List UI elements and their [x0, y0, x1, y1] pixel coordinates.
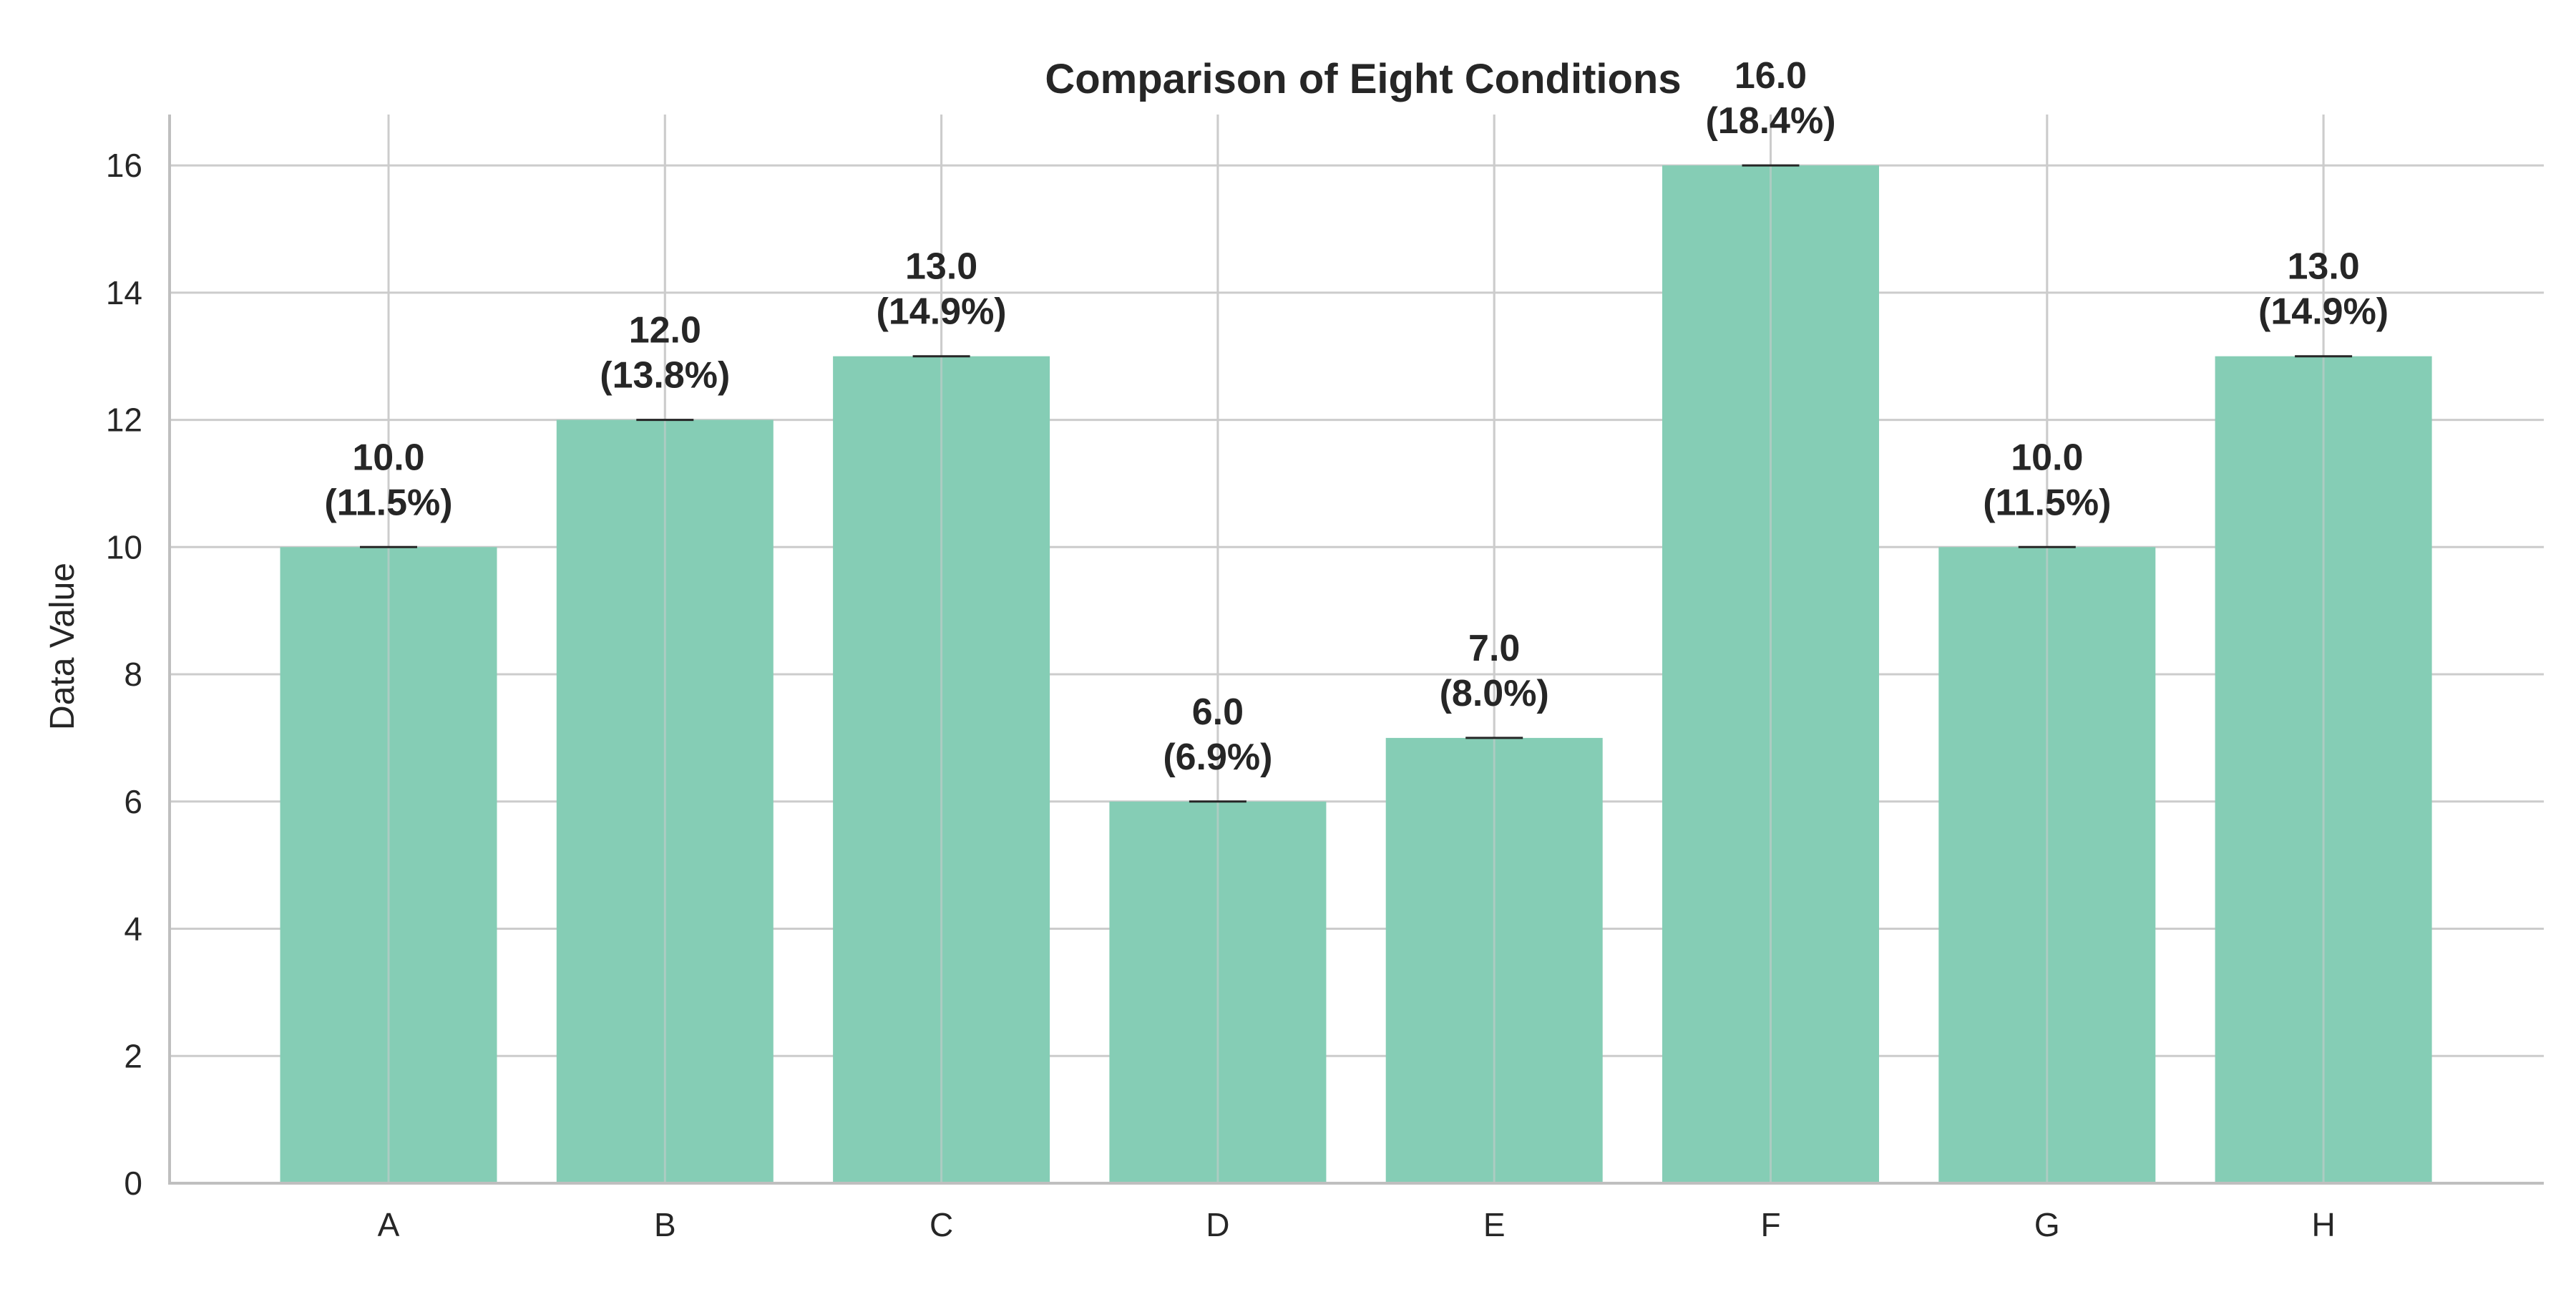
y-tick-label: 8	[124, 656, 142, 693]
x-tick-label: C	[930, 1206, 953, 1243]
x-tick-label: A	[378, 1206, 400, 1243]
data-label-value: 6.0	[1192, 691, 1244, 733]
data-label-percent: (13.8%)	[600, 355, 730, 397]
x-tick-label: E	[1483, 1206, 1506, 1243]
x-tick-label: F	[1760, 1206, 1780, 1243]
data-label-percent: (14.9%)	[877, 291, 1007, 333]
data-label-percent: (11.5%)	[324, 482, 452, 523]
y-axis-label: Data Value	[44, 563, 82, 730]
data-label-value: 13.0	[2287, 246, 2359, 288]
chart-title: Comparison of Eight Conditions	[1045, 56, 1681, 102]
data-label-value: 10.0	[352, 437, 424, 478]
y-tick-label: 14	[106, 274, 142, 311]
x-tick-label: H	[2311, 1206, 2335, 1243]
data-label-percent: (8.0%)	[1440, 673, 1549, 714]
y-tick-label: 4	[124, 910, 142, 948]
x-tick-label: G	[2034, 1206, 2060, 1243]
data-label-percent: (14.9%)	[2258, 291, 2389, 333]
vertical-grid-layer	[387, 115, 2325, 1183]
y-tick-label: 12	[106, 402, 142, 439]
data-label-value: 12.0	[629, 310, 701, 351]
data-label-percent: (11.5%)	[1983, 482, 2111, 523]
y-tick-label: 2	[124, 1037, 142, 1074]
y-tick-label: 16	[106, 147, 142, 184]
data-label-value: 7.0	[1468, 628, 1520, 669]
data-label-value: 10.0	[2011, 437, 2083, 478]
grid-layer	[170, 164, 2544, 1185]
y-tick-label: 10	[106, 528, 142, 565]
data-label-value: 13.0	[905, 246, 977, 288]
label-layer: 0246810121416A10.0(11.5%)B12.0(13.8%)C13…	[106, 55, 2389, 1243]
y-tick-label: 6	[124, 783, 142, 820]
x-tick-label: B	[654, 1206, 676, 1243]
y-tick-label: 0	[124, 1165, 142, 1202]
errorbar-layer	[360, 164, 2353, 803]
data-label-percent: (18.4%)	[1705, 100, 1835, 142]
data-label-percent: (6.9%)	[1163, 737, 1272, 778]
axis-layer	[168, 115, 2544, 1185]
x-tick-label: D	[1206, 1206, 1229, 1243]
data-label-value: 16.0	[1735, 55, 1807, 97]
